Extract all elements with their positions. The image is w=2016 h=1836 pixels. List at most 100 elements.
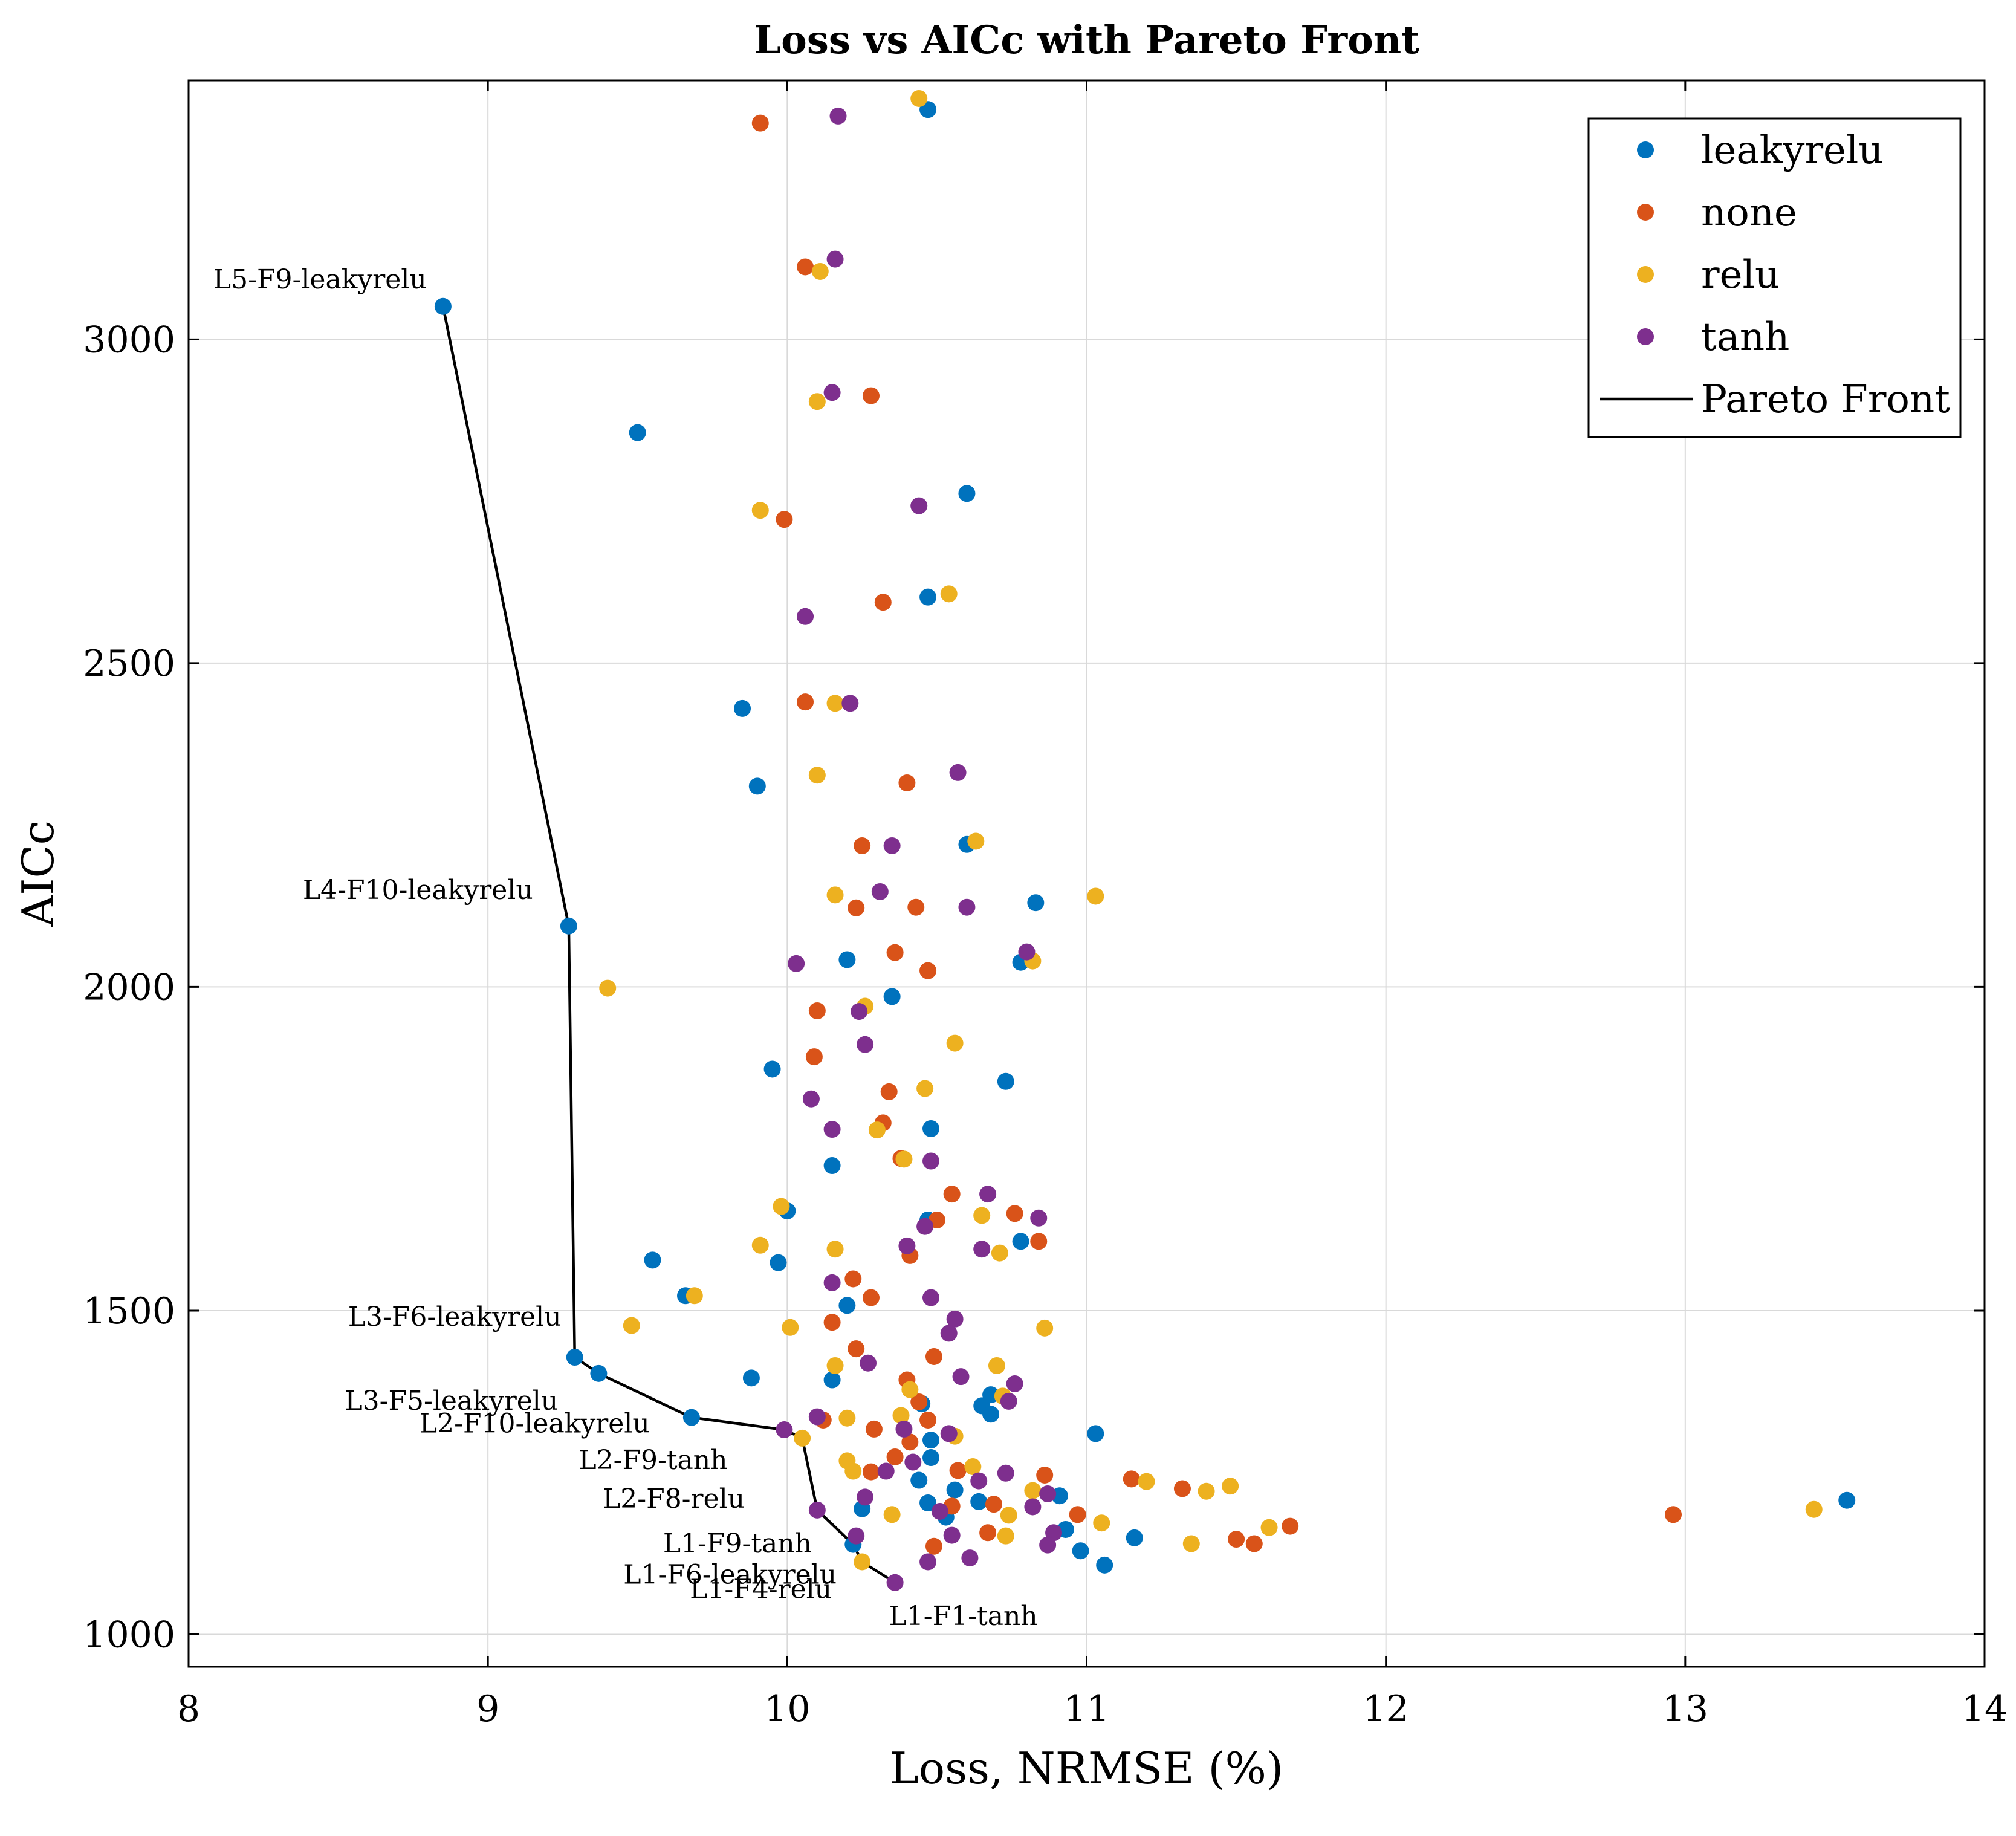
point-relu <box>773 1198 790 1215</box>
point-leakyrelu <box>682 1409 700 1426</box>
point-none <box>886 1448 904 1465</box>
point-none <box>907 898 925 916</box>
point-relu <box>988 1357 1005 1374</box>
point-none <box>1006 1205 1023 1222</box>
point-relu <box>940 585 958 603</box>
pareto-label: L2-F8-relu <box>603 1484 745 1514</box>
pareto-label: L2-F10-leakyrelu <box>420 1409 650 1439</box>
point-relu <box>967 832 985 850</box>
point-relu <box>838 1409 856 1427</box>
point-none <box>979 1524 997 1542</box>
legend-marker-leakyrelu <box>1637 141 1654 158</box>
point-relu <box>892 1407 910 1424</box>
point-leakyrelu <box>922 1449 940 1467</box>
x-tick-label: 11 <box>1063 1688 1109 1730</box>
point-relu <box>1087 887 1104 905</box>
point-tanh <box>904 1453 922 1471</box>
point-leakyrelu <box>566 1349 583 1366</box>
legend-label: relu <box>1701 253 1780 297</box>
point-none <box>943 1186 961 1203</box>
point-relu <box>1000 1507 1017 1524</box>
point-leakyrelu <box>883 988 901 1005</box>
point-tanh <box>919 1553 937 1571</box>
point-relu <box>794 1429 811 1447</box>
point-relu <box>811 262 829 280</box>
point-none <box>1245 1535 1263 1552</box>
x-tick-label: 12 <box>1363 1688 1408 1730</box>
point-tanh <box>823 1121 841 1138</box>
point-leakyrelu <box>763 1060 781 1078</box>
point-leakyrelu <box>742 1369 760 1387</box>
point-none <box>949 1462 967 1479</box>
point-relu <box>623 1317 640 1334</box>
point-relu <box>844 1462 862 1480</box>
point-leakyrelu <box>770 1254 787 1271</box>
point-leakyrelu <box>1072 1542 1089 1560</box>
point-none <box>985 1496 1002 1513</box>
point-leakyrelu <box>560 917 577 935</box>
points-layer <box>434 89 1856 1591</box>
point-none <box>910 1393 928 1410</box>
point-tanh <box>857 1036 874 1053</box>
point-relu <box>973 1207 991 1224</box>
point-relu <box>916 1080 934 1097</box>
point-leakyrelu <box>1087 1425 1104 1442</box>
point-tanh <box>1030 1209 1048 1227</box>
point-tanh <box>898 1237 916 1254</box>
point-relu <box>1222 1478 1239 1495</box>
point-tanh <box>823 1274 841 1291</box>
point-relu <box>854 1553 871 1571</box>
point-leakyrelu <box>997 1072 1014 1090</box>
point-relu <box>997 1527 1014 1545</box>
x-tick-label: 14 <box>1962 1688 2008 1730</box>
pareto-label: L2-F9-tanh <box>579 1445 727 1476</box>
point-leakyrelu <box>982 1406 1000 1423</box>
point-none <box>848 1340 865 1358</box>
x-tick-label: 13 <box>1662 1688 1708 1730</box>
point-tanh <box>788 955 805 972</box>
point-relu <box>1198 1482 1215 1500</box>
point-relu <box>901 1381 919 1398</box>
point-leakyrelu <box>910 1471 928 1489</box>
point-none <box>886 944 904 961</box>
point-leakyrelu <box>734 699 751 717</box>
point-none <box>797 693 814 711</box>
x-tick-label: 9 <box>476 1688 499 1730</box>
point-relu <box>782 1319 799 1336</box>
point-tanh <box>851 1003 868 1020</box>
point-tanh <box>979 1186 997 1203</box>
point-none <box>901 1433 919 1451</box>
point-tanh <box>776 1421 793 1439</box>
point-none <box>751 114 769 132</box>
point-leakyrelu <box>644 1251 661 1269</box>
point-tanh <box>910 497 928 514</box>
point-tanh <box>958 898 976 916</box>
point-none <box>1282 1517 1299 1535</box>
point-tanh <box>895 1420 913 1438</box>
point-none <box>862 1289 880 1306</box>
point-tanh <box>940 1325 958 1342</box>
point-relu <box>991 1244 1008 1262</box>
point-tanh <box>823 384 841 401</box>
point-none <box>865 1420 883 1438</box>
point-leakyrelu <box>922 1120 940 1137</box>
point-leakyrelu <box>1027 894 1045 912</box>
point-leakyrelu <box>823 1371 841 1389</box>
point-tanh <box>826 250 844 268</box>
point-relu <box>946 1034 964 1052</box>
point-none <box>808 1002 826 1020</box>
point-tanh <box>886 1574 904 1591</box>
point-tanh <box>922 1289 940 1306</box>
point-none <box>919 962 937 979</box>
point-leakyrelu <box>970 1493 988 1510</box>
point-tanh <box>940 1425 958 1442</box>
point-leakyrelu <box>838 1297 856 1314</box>
point-tanh <box>1000 1392 1017 1410</box>
point-relu <box>1024 1482 1042 1499</box>
pareto-label: L4-F10-leakyrelu <box>303 875 533 906</box>
point-tanh <box>802 1090 820 1108</box>
legend-marker-relu <box>1637 266 1654 283</box>
point-tanh <box>1039 1485 1057 1503</box>
point-none <box>925 1537 942 1555</box>
point-tanh <box>943 1526 961 1544</box>
